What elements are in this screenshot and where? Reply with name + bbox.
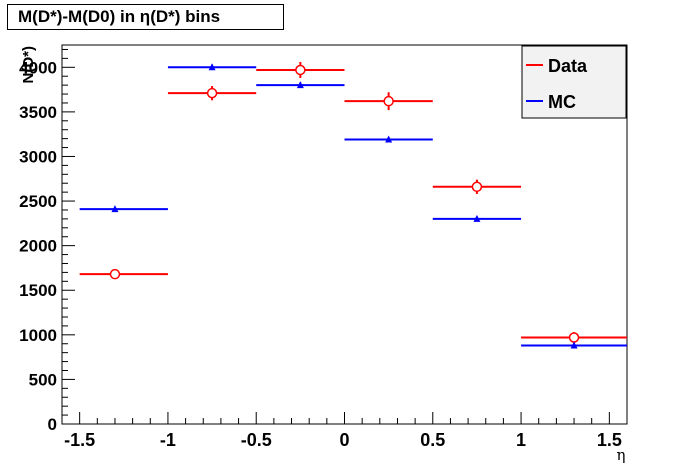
chart-title: M(D*)-M(D0) in η(D*) bins (7, 4, 284, 30)
y-tick-label: 500 (29, 370, 57, 389)
x-tick-label: 1.5 (597, 430, 622, 450)
mc-point (570, 341, 578, 349)
series-layer (79, 61, 627, 349)
x-tick-label: -1 (160, 430, 176, 450)
y-tick-label: 2500 (19, 192, 57, 211)
x-tick-label: 1 (516, 430, 526, 450)
mc-point (111, 205, 119, 213)
x-axis-label: η (617, 446, 626, 464)
data-point (109, 268, 121, 280)
data-point (383, 95, 394, 107)
y-tick-label: 3000 (19, 147, 57, 166)
y-tick-label: 1000 (19, 326, 57, 345)
data-point (295, 64, 306, 76)
axes: 0 500 1000 1500 2000 2500 3000 3500 4000 -1.5 -1 -0… (19, 44, 628, 464)
y-axis-label: N(D*) (20, 46, 37, 84)
y-tick-label: 1500 (19, 281, 57, 300)
x-tick-label: -0.5 (241, 430, 272, 450)
x-tick-label: 0 (339, 430, 349, 450)
x-tick-label: -1.5 (64, 430, 95, 450)
mc-point (385, 135, 393, 143)
mc-point (473, 214, 481, 222)
mc-point (208, 63, 216, 71)
mc-point (296, 81, 304, 89)
series-mc (79, 63, 627, 349)
legend: Data MC (521, 45, 627, 119)
data-point (568, 332, 580, 343)
legend-label: MC (548, 92, 576, 112)
data-point (206, 87, 218, 99)
y-tick-label: 2000 (19, 237, 57, 256)
y-tick-label: 3500 (19, 103, 57, 122)
y-tick-label: 0 (48, 415, 57, 434)
legend-label: Data (548, 56, 588, 76)
y-tick-label: 4000 (19, 58, 57, 77)
x-tick-label: 0.5 (420, 430, 445, 450)
data-point (471, 181, 483, 193)
legend-box (521, 45, 627, 119)
